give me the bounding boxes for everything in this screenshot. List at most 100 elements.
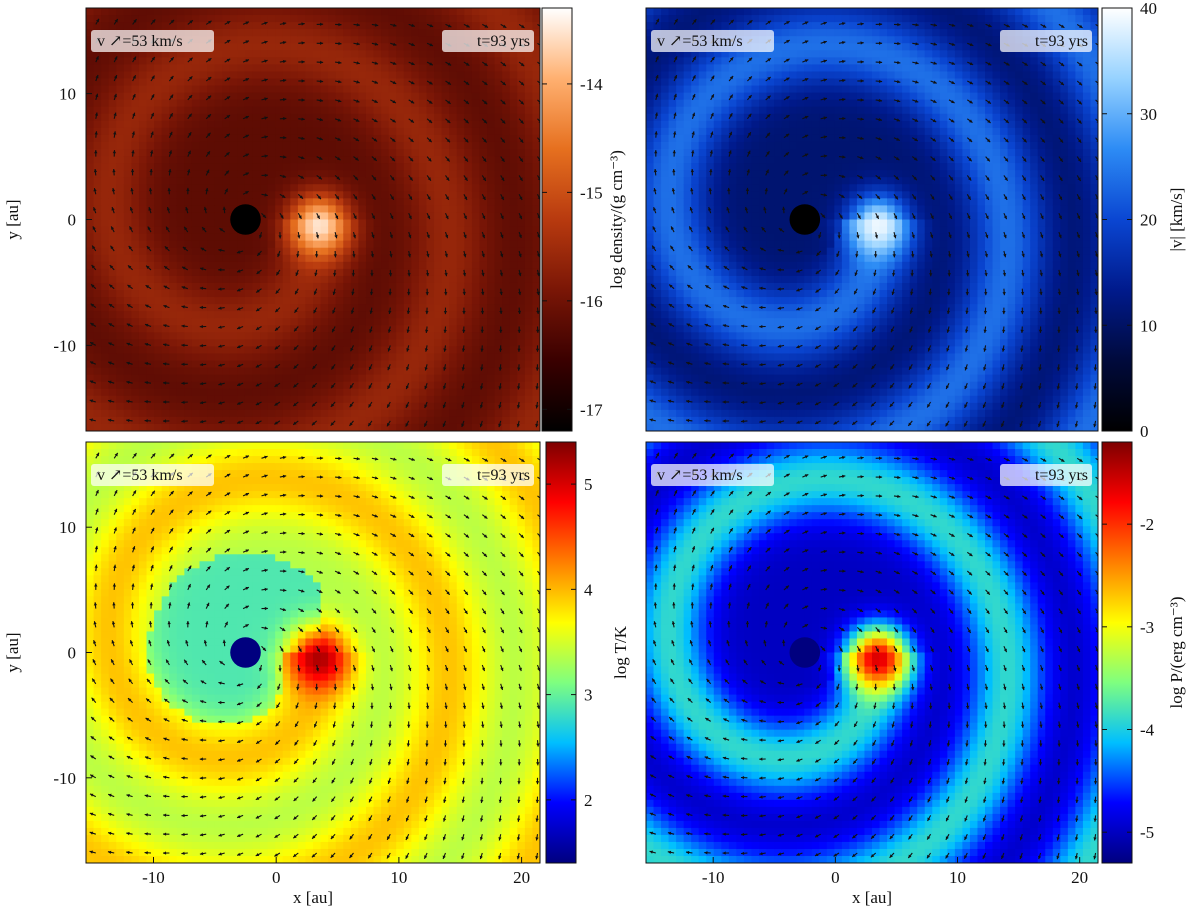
density-heat-cell	[191, 177, 201, 185]
density-heat-cell	[464, 212, 473, 221]
density-heat-cell	[101, 261, 110, 270]
density-heat-cell	[275, 106, 284, 115]
density-heat-cell	[418, 29, 428, 37]
density-heat-cell	[93, 332, 102, 340]
density-heat-cell	[123, 170, 132, 178]
density-heat-cell	[365, 290, 375, 298]
density-heat-cell	[229, 318, 238, 326]
density-heat-cell	[222, 416, 231, 425]
density-heat-cell	[305, 226, 314, 235]
density-heat-cell	[365, 374, 375, 383]
density-velocity-arrowhead	[145, 285, 150, 289]
density-heat-cell	[502, 388, 511, 397]
density-heat-cell	[396, 416, 405, 425]
density-heat-cell	[358, 78, 367, 87]
density-velocity-arrowhead	[146, 265, 150, 269]
density-heat-cell	[320, 416, 329, 425]
density-heat-cell	[191, 388, 201, 397]
density-heat-cell	[282, 212, 291, 221]
density-heat-cell	[403, 409, 412, 418]
density-heat-cell	[154, 247, 163, 256]
density-heat-cell	[464, 92, 473, 101]
density-heat-cell	[108, 177, 117, 185]
density-heat-cell	[260, 325, 269, 333]
density-velocity-arrowhead	[226, 115, 230, 119]
density-heat-cell	[434, 113, 443, 122]
density-heat-cell	[320, 346, 329, 355]
density-heat-cell	[487, 219, 496, 228]
density-heat-cell	[418, 254, 428, 263]
density-heat-cell	[244, 92, 254, 101]
density-heat-cell	[123, 409, 132, 418]
density-heat-cell	[418, 177, 428, 185]
density-heat-cell	[252, 184, 261, 192]
density-heat-cell	[154, 304, 163, 312]
density-heat-cell	[207, 297, 216, 305]
density-heat-cell	[517, 170, 526, 178]
density-heat-cell	[108, 120, 117, 129]
density-heat-cell	[434, 22, 443, 30]
density-heat-cell	[138, 423, 148, 431]
density-heat-cell	[260, 163, 269, 171]
density-heat-cell	[403, 198, 412, 206]
density-heat-cell	[403, 388, 412, 397]
density-heat-cell	[267, 240, 276, 249]
density-velocity-arrowhead	[112, 169, 116, 173]
density-velocity-arrowhead	[94, 150, 98, 154]
density-velocity-arrowhead	[199, 344, 203, 348]
density-heat-cell	[123, 64, 132, 73]
density-heat-cell	[282, 240, 291, 249]
density-heat-cell	[176, 141, 185, 150]
density-heat-cell	[494, 170, 503, 178]
density-heat-cell	[222, 99, 231, 108]
density-heat-cell	[320, 325, 329, 333]
density-heat-cell	[343, 290, 352, 298]
density-heat-cell	[199, 268, 208, 277]
density-heat-cell	[222, 106, 231, 115]
density-heat-cell	[517, 261, 526, 270]
density-heat-cell	[131, 416, 140, 425]
density-heat-cell	[509, 212, 518, 221]
density-velocity-arrowhead	[320, 22, 324, 26]
density-heat-cell	[131, 99, 140, 108]
density-heat-cell	[267, 43, 276, 51]
density-heat-cell	[426, 36, 435, 44]
density-heat-cell	[237, 85, 246, 94]
density-velocity-arrowhead	[536, 272, 540, 277]
density-heat-cell	[199, 226, 208, 235]
density-heat-cell	[396, 163, 405, 171]
density-heat-cell	[313, 240, 322, 249]
density-heat-cell	[275, 261, 284, 270]
density-heat-cell	[101, 332, 110, 340]
density-heat-cell	[335, 184, 344, 192]
density-heat-cell	[487, 261, 496, 270]
density-velocity-arrowhead	[218, 382, 222, 386]
speed-heat-cell	[661, 191, 670, 199]
speed-heat-cell	[668, 8, 677, 16]
density-heat-cell	[328, 374, 337, 383]
density-y-tick-label: -10	[53, 336, 76, 355]
density-heat-cell	[365, 304, 375, 312]
density-velocity-arrowhead	[356, 99, 360, 103]
density-heat-cell	[93, 409, 102, 418]
density-heat-cell	[381, 374, 390, 383]
density-heat-cell	[93, 205, 102, 214]
density-heat-cell	[93, 290, 102, 298]
speed-heat-cell	[661, 311, 670, 319]
density-heat-cell	[494, 290, 503, 298]
density-heat-cell	[123, 219, 132, 228]
density-heat-cell	[191, 346, 201, 355]
density-heat-cell	[471, 99, 481, 108]
density-heat-cell	[101, 198, 110, 206]
density-heat-cell	[222, 240, 231, 249]
density-heat-cell	[320, 402, 329, 411]
density-heat-cell	[388, 381, 397, 390]
density-heat-cell	[381, 212, 390, 221]
density-heat-cell	[101, 381, 110, 390]
density-heat-cell	[373, 332, 382, 340]
density-velocity-arrowhead	[462, 311, 466, 315]
density-heat-cell	[328, 311, 337, 319]
density-heat-cell	[138, 339, 148, 347]
density-velocity-arrowhead	[129, 207, 134, 211]
density-velocity-arrowhead	[463, 253, 467, 258]
